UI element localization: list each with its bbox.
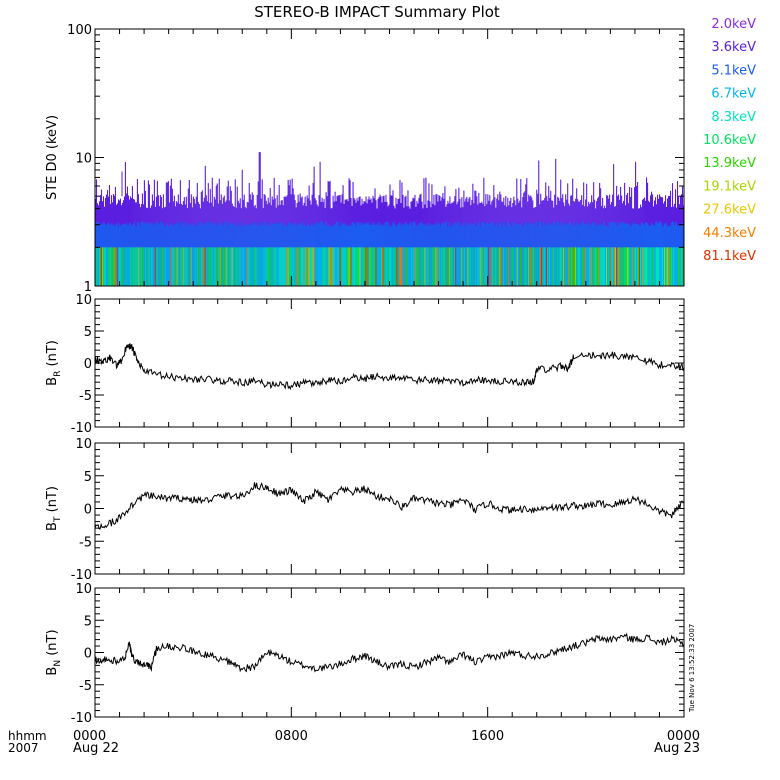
panel-4: -10 -5 0 5 10 BN (nT) xyxy=(45,582,685,726)
plot-frame xyxy=(94,298,685,428)
legend-entry: 19.1keV xyxy=(703,179,756,194)
time-date-label: Aug 23 xyxy=(654,741,700,756)
y-tick-label: -10 xyxy=(71,568,92,583)
plot-title: STEREO-B IMPACT Summary Plot xyxy=(254,3,500,21)
y-axis-label-unit: (nT) xyxy=(45,340,60,370)
series-line xyxy=(95,482,684,530)
time-format-label: hhmm xyxy=(8,729,47,743)
energy-legend: 2.0keV 3.6keV 5.1keV 6.7keV 8.3keV 10.6keV 13.… xyxy=(703,17,756,264)
y-axis-label-main: B xyxy=(45,667,60,676)
legend-entry: 10.6keV xyxy=(703,133,756,148)
plot-frame xyxy=(94,587,685,718)
time-tick-label: 0000 xyxy=(667,729,700,744)
time-tick-label: 0000 xyxy=(73,729,106,744)
y-tick-label: 10 xyxy=(75,437,92,452)
y-axis-label-unit: (nT) xyxy=(45,629,60,659)
y-axis-label: BT (nT) xyxy=(45,486,63,531)
legend-entry: 81.1keV xyxy=(703,249,756,264)
y-axis-label: BN (nT) xyxy=(45,629,63,675)
time-date-label: Aug 22 xyxy=(73,741,119,756)
y-tick-label: 0 xyxy=(84,503,92,518)
panel-2: -10 -5 0 5 10 BR (nT) xyxy=(45,293,685,436)
legend-entry: 3.6keV xyxy=(711,40,756,55)
y-tick-label: 100 xyxy=(67,23,92,38)
y-tick-label: -10 xyxy=(71,421,92,436)
y-tick-label: -10 xyxy=(71,711,92,726)
panel-3: -10 -5 0 5 10 BT (nT) xyxy=(45,437,685,583)
time-tick-label: 0800 xyxy=(275,729,308,744)
y-tick-label: -5 xyxy=(79,389,92,404)
series-line xyxy=(95,343,684,391)
y-tick-label: -5 xyxy=(79,535,92,550)
y-axis-label-main: B xyxy=(45,377,60,386)
legend-entry: 2.0keV xyxy=(711,17,756,32)
y-tick-label: 5 xyxy=(84,325,92,340)
y-tick-label: 0 xyxy=(84,357,92,372)
legend-entry: 5.1keV xyxy=(711,63,756,78)
y-axis-label: STE D0 (keV) xyxy=(45,115,60,200)
y-axis-label-sub: R xyxy=(53,371,63,377)
legend-entry: 13.9keV xyxy=(703,156,756,171)
y-tick-label: 5 xyxy=(84,614,92,629)
y-axis-label-sub: N xyxy=(53,660,63,667)
timestamp-label: Tue Nov 6 13:52:33 2007 xyxy=(688,624,696,713)
legend-entry: 6.7keV xyxy=(711,87,756,102)
y-axis-label-sub: T xyxy=(53,516,63,523)
y-tick-label: 10 xyxy=(75,152,92,167)
spectrogram xyxy=(95,152,684,286)
y-tick-label: 10 xyxy=(75,293,92,308)
y-axis-label-main: B xyxy=(45,522,60,531)
panel-1: 1 10 100 STE D0 (keV) xyxy=(45,23,685,295)
y-tick-label: 1 xyxy=(84,280,92,295)
legend-entry: 27.6keV xyxy=(703,203,756,218)
y-tick-label: 5 xyxy=(84,470,92,485)
year-label: 2007 xyxy=(8,741,39,755)
y-axis-label: BR (nT) xyxy=(45,340,63,386)
plot-frame xyxy=(94,442,685,575)
legend-entry: 8.3keV xyxy=(711,110,756,125)
y-tick-label: 10 xyxy=(75,582,92,597)
y-tick-label: -5 xyxy=(79,679,92,694)
y-axis-label-unit: (nT) xyxy=(45,486,60,516)
y-tick-label: 0 xyxy=(84,647,92,662)
series-line xyxy=(95,632,684,673)
legend-entry: 44.3keV xyxy=(703,226,756,241)
time-tick-label: 1600 xyxy=(471,729,504,744)
